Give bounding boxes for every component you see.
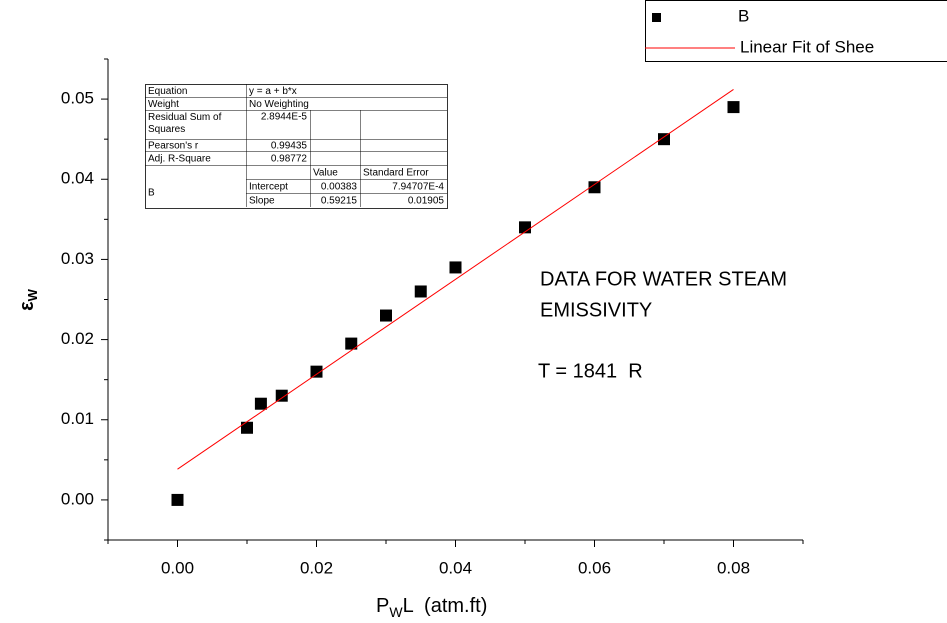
y-tick-label: 0.01 <box>61 409 94 428</box>
legend-box <box>645 0 947 62</box>
data-point <box>727 101 740 114</box>
table-cell: 0.01905 <box>408 196 445 207</box>
table-cell: Residual Sum of Squares <box>148 112 222 135</box>
data-point <box>275 389 288 402</box>
table-cell: Equation <box>148 86 187 97</box>
x-label-subscript: W <box>389 604 403 620</box>
data-point <box>588 181 601 194</box>
y-tick-label: 0.05 <box>61 89 94 108</box>
x-axis-label: PWL (atm.ft) <box>376 595 487 619</box>
table-cell: Value <box>313 168 338 179</box>
y-tick-label: 0.00 <box>61 489 94 508</box>
annotation: DATA FOR WATER STEAM <box>540 268 787 290</box>
x-label-part: L (atm.ft) <box>403 595 488 617</box>
data-point <box>658 133 670 146</box>
y-tick-label: 0.04 <box>61 169 94 188</box>
table-cell: Standard Error <box>363 168 429 179</box>
data-point <box>380 309 392 322</box>
y-label-part: ε <box>16 301 38 311</box>
table-cell: 0.59215 <box>321 196 358 207</box>
table-cell: Pearson's r <box>148 141 199 152</box>
table-cell: 0.99435 <box>271 141 308 152</box>
x-tick-label: 0.08 <box>717 558 750 577</box>
annotation: EMISSIVITY <box>540 299 652 321</box>
fit-line <box>177 89 734 470</box>
legend-marker <box>652 13 661 22</box>
table-cell: Slope <box>249 196 275 207</box>
table-cell: No Weighting <box>249 99 309 110</box>
legend-label: Linear Fit of Shee <box>740 37 874 56</box>
x-tick-label: 0.00 <box>161 558 194 577</box>
table-cell: B <box>148 188 155 199</box>
y-label-subscript: W <box>25 288 40 301</box>
table-cell: y = a + b*x <box>249 86 297 97</box>
fit-table-box <box>145 84 448 209</box>
y-axis-label: εW <box>16 288 40 311</box>
table-cell: 0.00383 <box>321 182 358 193</box>
data-point <box>254 397 267 410</box>
data-point <box>414 285 427 298</box>
table-cell: 0.98772 <box>271 154 308 165</box>
x-tick-label: 0.04 <box>439 558 472 577</box>
table-cell: 7.94707E-4 <box>392 182 444 193</box>
legend-label: B <box>738 6 749 25</box>
data-point <box>171 493 184 506</box>
x-tick-label: 0.06 <box>578 558 611 577</box>
x-tick-label: 0.02 <box>300 558 333 577</box>
data-point <box>241 421 253 434</box>
table-cell: Weight <box>148 99 179 110</box>
data-point <box>345 337 358 350</box>
y-tick-label: 0.02 <box>61 329 94 348</box>
table-cell: 2.8944E-5 <box>261 112 308 123</box>
annotation: T = 1841 R <box>538 360 643 382</box>
table-cell: Intercept <box>249 182 288 193</box>
table-cell: Adj. R-Square <box>148 154 211 165</box>
data-point <box>310 365 323 378</box>
y-tick-label: 0.03 <box>61 249 94 268</box>
x-label-part: P <box>376 595 389 617</box>
data-point <box>449 261 462 274</box>
